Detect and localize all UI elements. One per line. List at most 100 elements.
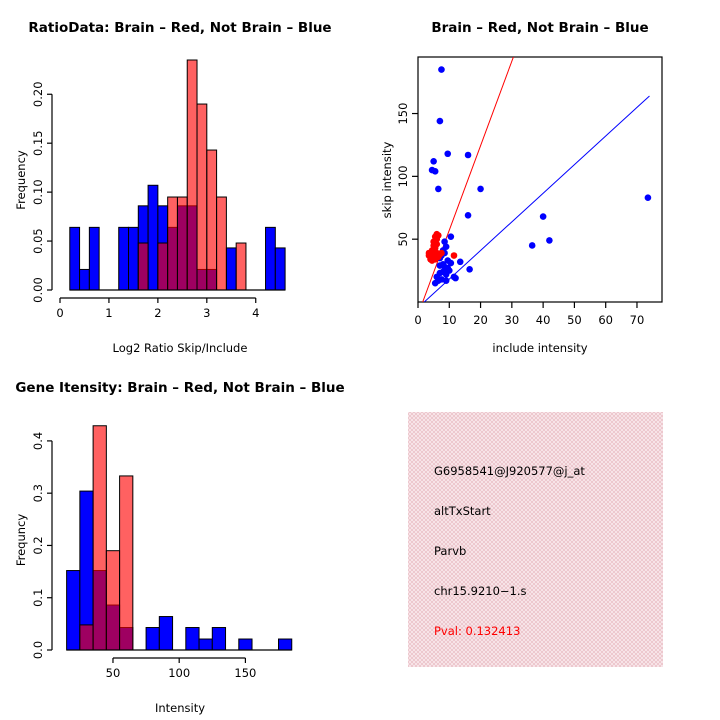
intensity-scatter-ylabel: skip intensity bbox=[380, 141, 394, 219]
scatter-point bbox=[450, 252, 458, 259]
histogram-bar bbox=[211, 627, 227, 651]
histogram-bar bbox=[105, 550, 121, 651]
histogram-bar bbox=[176, 196, 188, 291]
y-tick-label: 0.1 bbox=[31, 589, 45, 607]
histogram-bar bbox=[66, 570, 81, 651]
x-tick-label: 0 bbox=[56, 306, 63, 320]
scatter-point bbox=[431, 279, 439, 287]
histogram-bar bbox=[186, 59, 198, 291]
scatter-point bbox=[464, 212, 472, 219]
ratio-histogram-xlabel: Log2 Ratio Skip/Include bbox=[112, 341, 248, 355]
histogram-bar bbox=[196, 103, 208, 291]
x-tick-label: 0 bbox=[414, 313, 421, 327]
histogram-bar bbox=[265, 226, 276, 291]
y-tick-label: 0.4 bbox=[31, 432, 45, 450]
x-tick-label: 100 bbox=[168, 666, 190, 680]
intensity-scatter-title: Brain – Red, Not Brain – Blue bbox=[431, 20, 649, 36]
histogram-bar bbox=[69, 226, 81, 291]
scatter-point bbox=[436, 117, 444, 125]
histogram-bar bbox=[216, 196, 227, 291]
x-tick-label: 20 bbox=[473, 313, 488, 327]
scatter-point bbox=[430, 157, 437, 165]
scatter-point bbox=[456, 258, 464, 266]
histogram-bar bbox=[137, 242, 149, 291]
x-tick-label: 40 bbox=[536, 313, 551, 327]
x-tick-label: 4 bbox=[252, 306, 259, 320]
info-probe-id: G6958541@J920577@j_at bbox=[434, 464, 585, 478]
histogram-bar bbox=[119, 475, 134, 651]
scatter-point bbox=[528, 242, 536, 249]
y-tick-label: 0.0 bbox=[31, 641, 45, 659]
y-tick-label: 0.05 bbox=[31, 228, 45, 254]
plot-frame bbox=[417, 56, 663, 303]
histogram-bar bbox=[198, 638, 213, 651]
x-tick-label: 70 bbox=[630, 313, 645, 327]
panel-gene-info: G6958541@J920577@j_at altTxStart Parvb c… bbox=[360, 360, 720, 720]
histogram-bar bbox=[79, 624, 94, 651]
histogram-bar bbox=[128, 226, 139, 291]
x-tick-label: 2 bbox=[154, 306, 161, 320]
y-tick-label: 100 bbox=[396, 165, 410, 187]
scatter-point bbox=[438, 66, 445, 73]
histogram-bar bbox=[185, 627, 200, 651]
x-tick-label: 150 bbox=[234, 666, 256, 680]
scatter-point bbox=[447, 259, 455, 267]
ratio-histogram-plot: 0 1 2 3 4 0.00 0.05 0.10 0.15 0.20 bbox=[31, 59, 286, 320]
x-tick-label: 50 bbox=[567, 313, 582, 327]
scatter-point bbox=[442, 277, 450, 284]
ratio-histogram-ylabel: Frequency bbox=[14, 150, 28, 210]
scatter-point bbox=[452, 274, 459, 282]
gene-info-panel: G6958541@J920577@j_at altTxStart Parvb c… bbox=[408, 412, 663, 667]
histogram-bar bbox=[147, 184, 159, 291]
y-tick-label: 150 bbox=[396, 103, 410, 125]
y-tick-label: 50 bbox=[396, 232, 410, 247]
panel-intensity-scatter: Brain – Red, Not Brain – Blue 0 10 20 30 40 5… bbox=[360, 0, 720, 360]
info-event-type: altTxStart bbox=[434, 504, 491, 518]
histogram-bar bbox=[235, 242, 247, 291]
y-tick-label: 0.2 bbox=[31, 536, 45, 554]
ratio-histogram-title: RatioData: Brain – Red, Not Brain – Blue bbox=[28, 20, 332, 36]
scatter-point bbox=[433, 273, 441, 281]
scatter-point bbox=[431, 255, 439, 263]
y-tick-label: 0.15 bbox=[31, 130, 45, 156]
gene-intensity-xlabel: Intensity bbox=[154, 701, 206, 715]
intensity-scatter-plot: 0 10 20 30 40 50 60 70 50 100 150 bbox=[396, 56, 663, 327]
gene-intensity-plot: 50 100 150 0.0 0.1 0.2 0.3 0.4 bbox=[31, 425, 293, 680]
histogram-bar bbox=[92, 425, 107, 651]
scatter-point bbox=[444, 150, 452, 158]
scatter-point bbox=[466, 266, 473, 273]
histogram-bar bbox=[274, 247, 286, 291]
intensity-scatter-xlabel: include intensity bbox=[492, 341, 588, 355]
x-tick-label: 3 bbox=[203, 306, 210, 320]
histogram-bar bbox=[145, 627, 160, 651]
histogram-bar bbox=[88, 226, 100, 291]
scatter-point bbox=[477, 185, 484, 193]
gene-intensity-ylabel: Frequncy bbox=[14, 513, 28, 567]
histogram-bar bbox=[278, 638, 293, 651]
x-tick-label: 60 bbox=[598, 313, 613, 327]
scatter-point bbox=[447, 233, 455, 240]
histogram-bar bbox=[206, 149, 218, 291]
gene-intensity-title: Gene Itensity: Brain – Red, Not Brain – … bbox=[15, 380, 345, 396]
scatter-point bbox=[436, 262, 444, 269]
x-tick-label: 30 bbox=[505, 313, 520, 327]
x-tick-label: 10 bbox=[442, 313, 457, 327]
y-tick-label: 0.20 bbox=[31, 81, 45, 107]
not-brain-fit-line bbox=[423, 95, 650, 302]
panel-ratio-histogram: RatioData: Brain – Red, Not Brain – Blue… bbox=[0, 0, 360, 360]
scatter-point bbox=[442, 271, 450, 278]
histogram-bar bbox=[158, 616, 174, 651]
scatter-point bbox=[464, 151, 472, 159]
scatter-point bbox=[546, 237, 553, 244]
scatter-point bbox=[539, 213, 547, 220]
scatter-point bbox=[425, 252, 433, 259]
histogram-bar bbox=[225, 247, 237, 291]
info-chromosome-locus: chr15.9210−1.s bbox=[434, 584, 527, 598]
scatter-point bbox=[431, 168, 439, 175]
histogram-bar bbox=[79, 268, 90, 291]
x-tick-label: 1 bbox=[105, 306, 112, 320]
histogram-bar bbox=[157, 242, 169, 291]
scatter-point bbox=[644, 194, 652, 202]
x-tick-label: 50 bbox=[106, 666, 121, 680]
y-tick-label: 0.3 bbox=[31, 484, 45, 502]
